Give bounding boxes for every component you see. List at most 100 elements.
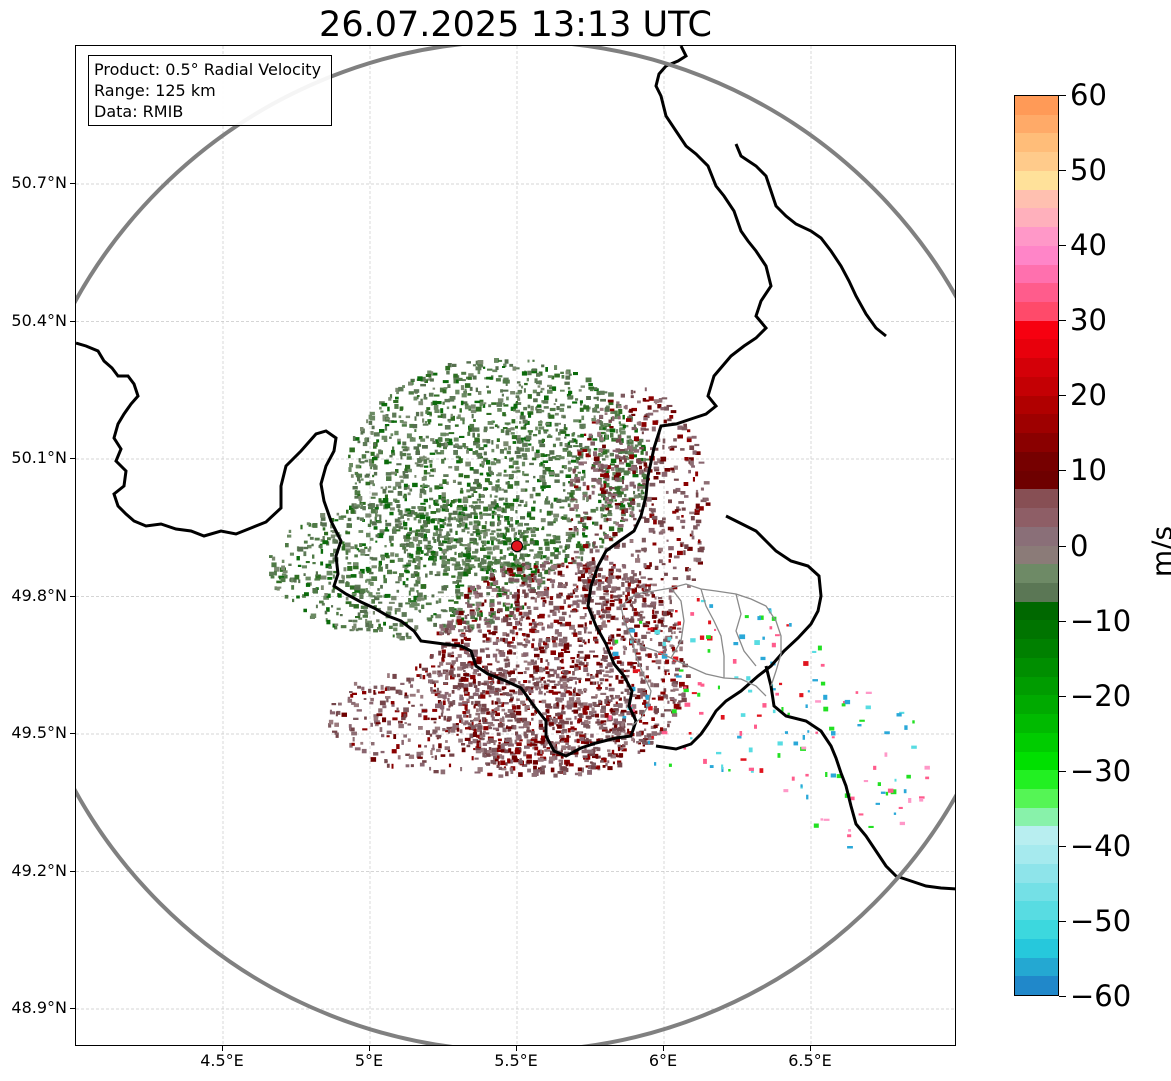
- echo-pixel: [505, 504, 511, 509]
- echo-pixel: [468, 521, 473, 526]
- echo-pixel: [491, 700, 494, 705]
- echo-pixel: [620, 668, 624, 674]
- echo-pixel: [340, 515, 347, 518]
- echo-pixel: [621, 727, 625, 731]
- echo-pixel: [516, 742, 522, 746]
- echo-pixel: [434, 683, 436, 688]
- echo-pixel: [604, 477, 610, 482]
- echo-pixel: [645, 467, 649, 473]
- echo-pixel: [288, 529, 292, 533]
- echo-pixel: [512, 498, 519, 502]
- echo-pixel: [564, 737, 570, 743]
- echo-pixel: [462, 419, 465, 425]
- echo-pixel: [425, 573, 428, 578]
- echo-pixel: [640, 677, 643, 681]
- echo-pixel: [388, 625, 393, 629]
- echo-pixel: [447, 693, 452, 697]
- echo-pixel: [641, 595, 644, 598]
- echo-pixel: [544, 500, 551, 505]
- echo-pixel: [572, 671, 575, 676]
- echo-pixel: [362, 506, 366, 511]
- echo-pixel: [420, 378, 427, 382]
- echo-pixel: [597, 684, 601, 689]
- echo-pixel: [438, 715, 441, 719]
- echo-pixel: [617, 597, 621, 600]
- echo-pixel: [561, 638, 567, 644]
- echo-pixel: [597, 722, 601, 726]
- echo-pixel: [487, 663, 493, 666]
- echo-pixel: [644, 399, 650, 402]
- echo-pixel: [495, 487, 499, 493]
- echo-pixel: [522, 570, 525, 574]
- echo-pixel: [619, 442, 623, 445]
- echo-pixel: [445, 740, 448, 743]
- echo-pixel: [639, 709, 645, 715]
- echo-pixel: [607, 576, 612, 580]
- echo-pixel: [322, 527, 326, 531]
- echo-pixel: [489, 426, 495, 429]
- echo-pixel: [354, 554, 358, 558]
- echo-pixel: [496, 532, 500, 536]
- echo-pixel: [502, 412, 506, 417]
- echo-pixel: [634, 469, 638, 474]
- radar-map[interactable]: [75, 45, 956, 1046]
- echo-pixel: [377, 533, 384, 539]
- echo-pixel: [779, 682, 783, 686]
- info-box: Product: 0.5° Radial Velocity Range: 125…: [88, 55, 332, 126]
- echo-pixel: [703, 481, 710, 485]
- echo-pixel: [459, 683, 464, 688]
- echo-pixel: [357, 440, 361, 444]
- echo-pixel: [668, 609, 674, 612]
- echo-pixel: [587, 754, 591, 757]
- echo-pixel: [624, 508, 629, 513]
- echo-pixel: [505, 614, 509, 619]
- echo-pixel: [474, 548, 479, 553]
- echo-pixel: [444, 561, 451, 565]
- echo-pixel: [552, 691, 558, 695]
- echo-pixel: [491, 677, 495, 681]
- echo-pixel: [369, 701, 374, 705]
- echo-pixel: [540, 766, 545, 771]
- echo-pixel: [635, 558, 641, 563]
- echo-pixel: [803, 661, 809, 666]
- echo-pixel: [548, 433, 551, 437]
- echo-pixel: [630, 640, 634, 644]
- echo-pixel: [608, 715, 612, 721]
- echo-pixel: [829, 726, 835, 731]
- echo-pixel: [614, 724, 618, 728]
- echo-pixel: [609, 572, 614, 577]
- echo-pixel: [519, 553, 524, 559]
- echo-pixel: [590, 441, 595, 446]
- radar-site-marker[interactable]: [511, 540, 523, 553]
- echo-pixel: [540, 658, 543, 663]
- echo-pixel: [654, 565, 659, 570]
- echo-pixel: [457, 445, 463, 450]
- echo-pixel: [406, 512, 413, 517]
- echo-pixel: [621, 509, 626, 514]
- echo-pixel: [528, 680, 531, 684]
- echo-pixel: [488, 466, 492, 472]
- echo-pixel: [457, 654, 462, 658]
- echo-pixel: [603, 603, 608, 607]
- echo-pixel: [482, 633, 487, 638]
- echo-pixel: [567, 503, 571, 508]
- echo-pixel: [532, 359, 535, 362]
- echo-pixel: [607, 752, 613, 757]
- echo-pixel: [396, 529, 401, 532]
- echo-pixel: [347, 698, 353, 703]
- echo-pixel: [526, 729, 532, 733]
- echo-pixel: [565, 621, 572, 627]
- echo-pixel: [395, 523, 400, 528]
- echo-pixel: [599, 506, 603, 512]
- echo-pixel: [320, 549, 324, 554]
- echo-pixel: [538, 646, 544, 650]
- echo-pixel: [531, 643, 535, 649]
- echo-pixel: [519, 683, 525, 687]
- echo-pixel: [569, 624, 575, 630]
- echo-pixel: [408, 598, 412, 603]
- echo-pixel: [452, 510, 458, 515]
- echo-pixel: [667, 723, 670, 728]
- echo-pixel: [561, 711, 566, 715]
- echo-pixel: [812, 679, 818, 682]
- echo-pixel: [660, 630, 663, 633]
